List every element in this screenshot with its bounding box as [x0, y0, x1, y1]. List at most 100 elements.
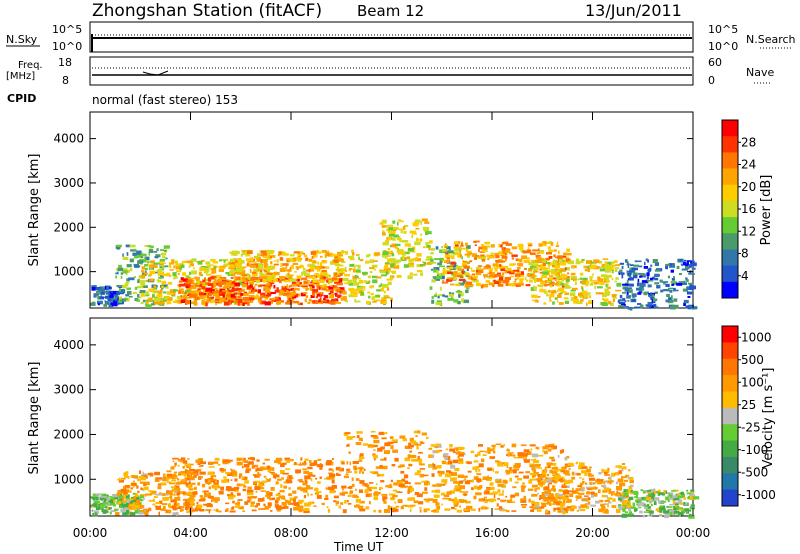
heatmap-cell	[160, 508, 166, 511]
heatmap-cell	[231, 284, 236, 288]
heatmap-cell	[623, 479, 628, 482]
heatmap-cell	[461, 491, 469, 493]
heatmap-cell	[314, 492, 319, 495]
heatmap-cell	[167, 481, 171, 483]
heatmap-cell	[287, 269, 292, 272]
heatmap-cell	[669, 265, 672, 268]
heatmap-cell	[275, 299, 280, 302]
heatmap-cell	[291, 264, 294, 269]
heatmap-cell	[615, 465, 621, 468]
heatmap-cell	[619, 269, 623, 273]
heatmap-cell	[487, 467, 492, 471]
heatmap-cell	[561, 449, 565, 453]
heatmap-cell	[506, 499, 512, 503]
heatmap-cell	[650, 264, 653, 267]
heatmap-cell	[322, 301, 328, 304]
heatmap-cell	[252, 276, 259, 280]
heatmap-cell	[380, 287, 385, 292]
heatmap-cell	[534, 488, 537, 492]
heatmap-cell	[331, 277, 338, 281]
heatmap-cell	[443, 494, 450, 497]
heatmap-cell	[542, 446, 549, 450]
heatmap-cell	[254, 486, 261, 491]
heatmap-cell	[122, 253, 124, 257]
heatmap-cell	[414, 492, 420, 496]
heatmap-cell	[590, 474, 594, 477]
heatmap-cell	[266, 288, 271, 292]
heatmap-cell	[453, 270, 458, 275]
heatmap-cell	[317, 301, 322, 304]
heatmap-cell	[159, 261, 163, 265]
heatmap-cell	[427, 244, 431, 248]
heatmap-cell	[288, 289, 293, 291]
heatmap-cell	[173, 289, 178, 292]
heatmap-cell	[318, 286, 321, 291]
heatmap-cell	[382, 301, 387, 304]
heatmap-cell	[401, 478, 406, 482]
colorbar-swatch	[722, 168, 738, 186]
heatmap-cell	[647, 492, 651, 494]
heatmap-cell	[108, 304, 114, 308]
heatmap-cell	[444, 508, 451, 511]
heatmap-cell	[393, 264, 400, 269]
heatmap-cell	[430, 268, 434, 271]
heatmap-cell	[172, 512, 179, 516]
heatmap-cell	[623, 502, 628, 506]
heatmap-cell	[233, 474, 238, 477]
heatmap-cell	[315, 275, 318, 279]
heatmap-cell	[104, 506, 108, 509]
heatmap-cell	[428, 247, 431, 251]
heatmap-cell	[315, 300, 318, 304]
heatmap-cell	[324, 266, 330, 269]
heatmap-cell	[192, 294, 197, 298]
heatmap-cell	[497, 283, 504, 287]
heatmap-cell	[388, 251, 392, 253]
heatmap-cell	[234, 282, 240, 287]
heatmap-cell	[564, 292, 569, 295]
heatmap-cell	[153, 496, 158, 498]
heatmap-cell	[198, 499, 205, 502]
heatmap-cell	[243, 485, 247, 488]
heatmap-cell	[308, 284, 313, 287]
heatmap-cell	[530, 275, 537, 277]
heatmap-cell	[577, 278, 581, 281]
heatmap-cell	[307, 301, 311, 304]
colorbar-swatch	[722, 200, 738, 218]
heatmap-cell	[142, 489, 145, 492]
heatmap-cell	[562, 500, 566, 505]
heatmap-cell	[189, 476, 195, 481]
heatmap-cell	[457, 455, 460, 459]
heatmap-cell	[269, 255, 276, 258]
heatmap-cell	[124, 494, 130, 498]
heatmap-cell	[510, 470, 513, 474]
heatmap-cell	[178, 290, 181, 294]
heatmap-cell	[471, 276, 477, 281]
heatmap-cell	[388, 227, 394, 231]
heatmap-cell	[618, 465, 622, 469]
heatmap-cell	[230, 258, 236, 263]
velocity-colorbar-label: Velocity [m s⁻¹]	[761, 368, 776, 469]
heatmap-cell	[223, 299, 229, 302]
heatmap-cell	[536, 472, 539, 476]
nsky-right-top: 10^5	[708, 23, 738, 36]
heatmap-cell	[204, 493, 209, 498]
heatmap-cell	[515, 258, 519, 262]
heatmap-cell	[616, 490, 618, 494]
heatmap-cell	[493, 279, 496, 282]
heatmap-cell	[656, 268, 658, 271]
heatmap-cell	[121, 502, 127, 504]
heatmap-cell	[421, 218, 428, 222]
heatmap-cell	[174, 497, 181, 501]
heatmap-cell	[218, 284, 221, 287]
heatmap-cell	[262, 296, 270, 298]
heatmap-cell	[253, 465, 256, 468]
heatmap-cell	[668, 263, 672, 267]
heatmap-cell	[643, 511, 651, 513]
heatmap-cell	[247, 457, 254, 460]
heatmap-cell	[178, 473, 185, 476]
nsky-panel-frame	[89, 21, 694, 53]
heatmap-cell	[249, 279, 253, 283]
heatmap-cell	[648, 495, 654, 497]
heatmap-cell	[647, 268, 651, 272]
